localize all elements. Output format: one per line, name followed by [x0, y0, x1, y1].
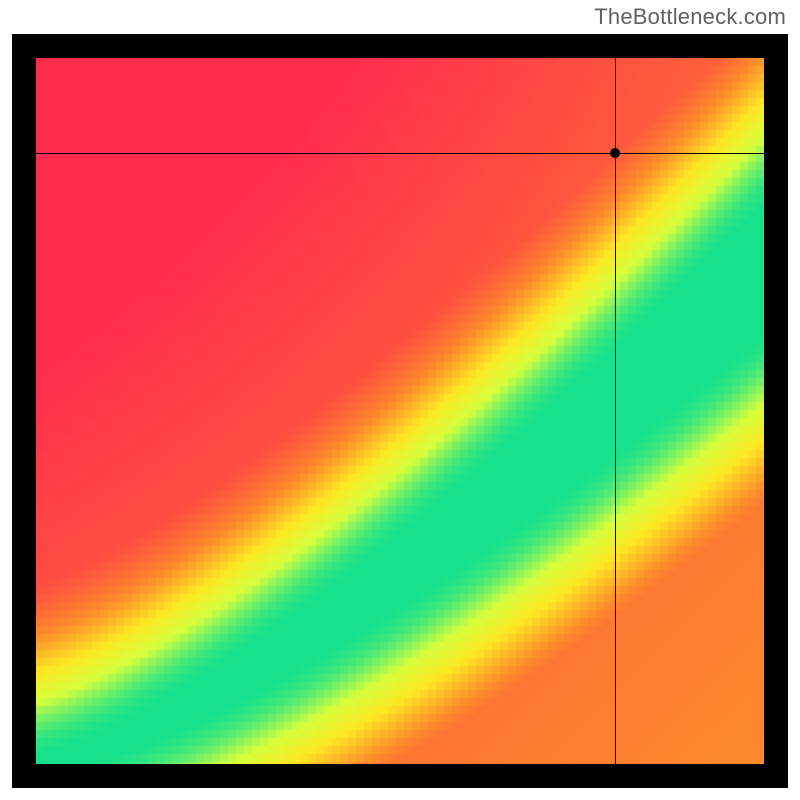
crosshair-marker-dot [610, 148, 620, 158]
crosshair-horizontal-line [36, 153, 764, 154]
watermark-text: TheBottleneck.com [594, 4, 786, 30]
chart-frame [12, 34, 788, 788]
crosshair-vertical-line [615, 58, 616, 764]
heatmap-plot [36, 58, 764, 764]
heatmap-canvas [36, 58, 764, 764]
